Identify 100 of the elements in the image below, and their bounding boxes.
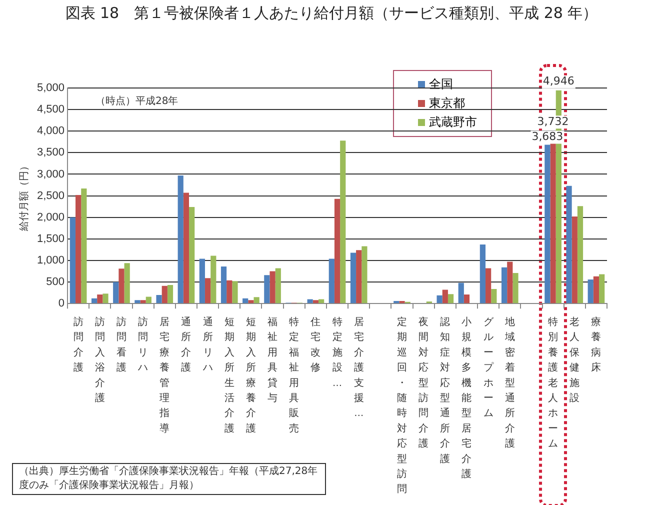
- bar: [491, 288, 497, 304]
- y-tick-label: 3,500: [36, 146, 65, 159]
- bar: [464, 294, 470, 304]
- x-tick-label: 居宅介護支援…: [354, 316, 364, 420]
- bar: [232, 281, 238, 304]
- x-tick-label: 老人保健施設: [570, 316, 580, 404]
- x-tick-label: 通所介護: [181, 316, 192, 374]
- x-tick-label: 訪問看護: [116, 316, 126, 374]
- bar: [318, 299, 324, 304]
- y-tick-label: 4,500: [36, 104, 65, 116]
- bar: [356, 250, 362, 304]
- legend-label: 東京都: [429, 95, 465, 112]
- y-tick-label: 1,500: [36, 232, 65, 245]
- bar: [507, 262, 513, 304]
- y-tick-label: 4,000: [36, 125, 65, 138]
- y-axis-title: 給付月額（円）: [18, 160, 30, 232]
- bar: [362, 246, 368, 304]
- x-tick-label: 訪問介護: [73, 316, 84, 374]
- x-tick-label: 通所リハ: [202, 316, 213, 374]
- category-label: 特別養護老人ホーム: [548, 316, 558, 450]
- bar: [577, 206, 584, 304]
- bar: [204, 278, 211, 304]
- y-tick-label: 1,000: [36, 254, 65, 267]
- legend-label: 武蔵野市: [429, 114, 477, 131]
- bar: [226, 280, 232, 304]
- data-label: 3,683: [532, 130, 564, 144]
- category-label: 夜間対応型訪問介護: [418, 316, 429, 450]
- bar: [340, 140, 346, 304]
- bar: [210, 256, 216, 304]
- bar: [70, 217, 76, 304]
- bar: [167, 285, 174, 304]
- bar: [220, 266, 227, 304]
- y-tick-label: 3,000: [36, 168, 65, 180]
- data-label: 3,732: [537, 115, 569, 128]
- bar: [275, 268, 281, 304]
- x-tick-label: 訪問入浴介護: [94, 316, 105, 404]
- bar: [312, 300, 318, 304]
- bar: [307, 299, 313, 304]
- data-label: 4,946: [542, 74, 574, 88]
- bar: [442, 290, 448, 304]
- bar: [544, 144, 550, 304]
- bar: [140, 300, 146, 304]
- bar: [480, 244, 486, 304]
- x-tick-label: グループホーム: [483, 316, 494, 420]
- bar: [334, 198, 340, 304]
- bar: [270, 271, 276, 304]
- bar: [102, 294, 108, 304]
- x-tick-label: 特定施設…: [332, 316, 342, 389]
- x-tick-label: 療養病床: [591, 316, 602, 374]
- bar: [118, 268, 124, 304]
- bar: [350, 252, 356, 304]
- category-label: 定期巡回・随時対応型訪問: [397, 316, 407, 496]
- text: （出典）厚生労働省「介護保険事業状況報告」年報（平成27,28年度のみ「介護保険事業状況報告」月報）: [12, 463, 326, 495]
- bar: [189, 207, 195, 304]
- bar: [486, 268, 492, 304]
- bar: [458, 282, 464, 304]
- bar: [436, 295, 442, 304]
- bar: [588, 279, 594, 304]
- bar: [146, 296, 152, 304]
- bar: [328, 258, 334, 304]
- bar: [76, 194, 82, 304]
- x-tick-label: 特定福祉用具販売: [289, 316, 300, 434]
- bar: [91, 298, 98, 304]
- bar: [199, 258, 205, 304]
- y-tick-label: 500: [46, 276, 65, 288]
- bar: [242, 298, 248, 304]
- bar: [156, 294, 162, 304]
- bar: [162, 286, 168, 304]
- bar: [178, 176, 184, 304]
- bar: [81, 188, 87, 304]
- chart-title: 図表 18 第１号被保険者１人あたり給付月額（サービス種類別、平成 28 年）: [64, 4, 599, 23]
- x-tick-label: 訪問リハ: [137, 316, 148, 374]
- bar: [248, 300, 254, 304]
- bar: [124, 263, 130, 304]
- x-tick-label: 住宅改修: [310, 316, 321, 374]
- bar: [572, 216, 578, 304]
- x-tick-label: 短期入所療養介護: [246, 316, 256, 434]
- bar: [97, 294, 103, 304]
- category-label: 認知症対応型通所介護: [440, 316, 450, 465]
- x-tick-label: 居宅療養管理指導: [158, 316, 170, 434]
- bar: [113, 282, 119, 304]
- y-tick-label: 5,000: [36, 82, 65, 94]
- y-tick-label: 0: [58, 298, 65, 310]
- x-tick-label: 福祉用具貸与: [268, 316, 278, 404]
- bar: [254, 297, 260, 304]
- bar: [566, 186, 572, 304]
- x-tick-label: 短期入所生活介護: [224, 316, 234, 434]
- bar: [134, 300, 140, 304]
- annotation: （時点）平成28年: [96, 94, 178, 108]
- bar: [550, 142, 556, 304]
- y-tick-label: 2,000: [36, 211, 65, 224]
- bar: [593, 276, 600, 304]
- bar: [501, 267, 508, 304]
- bar: [599, 274, 605, 304]
- y-tick-label: 2,500: [36, 190, 65, 202]
- bar: [183, 192, 190, 304]
- bar: [512, 272, 518, 304]
- bar: [264, 275, 270, 304]
- category-label: 小規模多機能型居宅介護: [462, 316, 472, 480]
- category-label: 地域密着型通所介護: [504, 316, 515, 450]
